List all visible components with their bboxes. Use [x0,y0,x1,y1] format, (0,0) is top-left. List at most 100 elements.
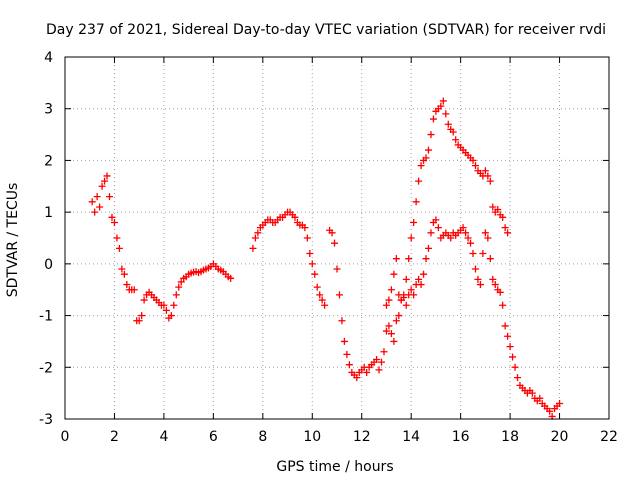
data-point [439,97,447,105]
x-tick-label: 20 [551,429,569,445]
data-point [489,275,497,283]
data-point [395,291,403,299]
data-point [311,270,319,278]
data-point [375,366,383,374]
data-point [380,348,388,356]
data-point [422,154,430,162]
data-point [303,234,311,242]
data-point [343,350,351,358]
data-point [353,374,361,382]
data-point [373,356,381,364]
data-point [444,120,452,128]
data-point [98,182,106,190]
y-tick-label: 3 [44,102,53,118]
data-point [130,286,138,294]
data-point [254,229,262,237]
data-point [494,206,502,214]
data-point [382,327,390,335]
data-point [390,337,398,345]
data-point [387,286,395,294]
data-point [88,198,96,206]
data-point [167,312,175,320]
y-tick-label: -1 [39,309,53,325]
data-point [476,281,484,289]
series-segment-2 [249,208,329,309]
x-tick-label: 4 [159,429,168,445]
data-point [316,291,324,299]
data-point [511,363,519,371]
data-point [424,244,432,252]
data-point [481,229,489,237]
data-point [115,244,123,252]
axis-ticks [64,56,610,420]
data-point [175,283,183,291]
data-point [407,286,415,294]
data-point [385,296,393,304]
data-point [395,312,403,320]
data-point [101,177,109,185]
data-point [291,213,299,221]
data-point [318,296,326,304]
data-point [420,270,428,278]
data-point [471,162,479,170]
data-point [546,407,554,415]
x-tick-label: 18 [501,429,519,445]
x-tick-label: 22 [600,429,618,445]
y-tick-label: -2 [39,360,53,376]
data-point [412,198,420,206]
grid [65,57,609,419]
data-point [528,389,536,397]
data-point [333,265,341,273]
data-point [417,281,425,289]
data-point [392,317,400,325]
data-point [402,275,410,283]
data-point [385,322,393,330]
data-point [110,218,118,226]
data-point [335,291,343,299]
data-point [499,301,507,309]
data-point [424,146,432,154]
y-tick-label: 4 [44,50,53,66]
data-point [484,172,492,180]
data-point [514,374,522,382]
data-point [363,368,371,376]
data-point [536,394,544,402]
data-point [452,136,460,144]
x-tick-labels: 0 2 4 6 8 10 12 14 16 18 20 22 [61,429,618,445]
y-axis-label: SDTVAR / TECUs [5,183,21,298]
data-point [449,128,457,136]
chart-title: Day 237 of 2021, Sidereal Day-to-day VTE… [46,22,606,38]
data-point [499,213,507,221]
y-tick-labels: -3 -2 -1 0 1 2 3 4 [39,50,53,428]
y-tick-label: 2 [44,153,53,169]
data-point [106,193,114,201]
data-point [489,203,497,211]
x-tick-label: 14 [402,429,420,445]
data-point [481,167,489,175]
data-point [415,177,423,185]
data-point [504,332,512,340]
data-point [432,216,440,224]
data-point [496,288,504,296]
data-point [108,213,116,221]
data-point [407,234,415,242]
data-point [382,301,390,309]
data-point [331,239,339,247]
data-point [437,102,445,110]
x-tick-label: 0 [61,429,70,445]
data-point [306,250,314,258]
data-point [462,229,470,237]
x-tick-label: 16 [452,429,470,445]
data-point [113,234,121,242]
data-point [308,260,316,268]
data-point [345,361,353,369]
data-point [227,274,235,282]
data-point [91,208,99,216]
x-tick-label: 8 [258,429,267,445]
data-point [96,203,104,211]
data-point [162,306,170,314]
series-segment-1 [88,172,235,325]
data-point [501,224,509,232]
data-point [479,250,487,258]
data-point [415,275,423,283]
